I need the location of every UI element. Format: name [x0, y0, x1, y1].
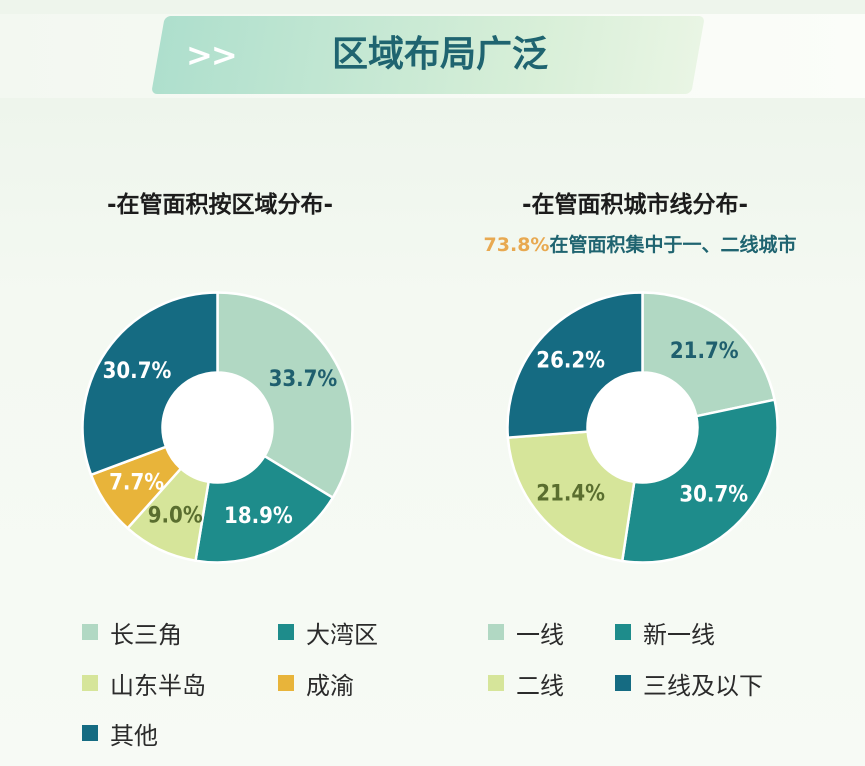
city-tier-legend-item-1: 新一线: [615, 615, 715, 649]
double-chevron-icon: >>: [186, 36, 238, 74]
city-tier-legend-swatch-1: [615, 624, 631, 640]
region-data-label-3: 7.7%: [109, 470, 164, 495]
region-legend-swatch-1: [278, 624, 294, 640]
city-tier-data-label-1: 30.7%: [679, 482, 748, 507]
region-legend-item-0: 长三角: [82, 615, 182, 649]
city-tier-legend-swatch-3: [615, 675, 631, 691]
region-data-label-0: 33.7%: [269, 367, 338, 392]
region-center-hole: [162, 372, 273, 483]
donut-chart-city-tier: 21.7% 30.7% 21.4% 26.2%: [506, 291, 779, 564]
city-tier-data-label-2: 21.4%: [536, 482, 605, 507]
city-tier-center-hole: [587, 372, 698, 483]
donut-chart-region: 33.7% 18.9% 9.0% 7.7% 30.7%: [81, 291, 354, 564]
city-tier-legend-swatch-0: [488, 624, 504, 640]
region-data-label-4: 30.7%: [103, 359, 172, 384]
region-legend-swatch-4: [82, 725, 98, 741]
city-tier-data-label-3: 26.2%: [536, 348, 605, 373]
chart-subtitle-city-tier: 73.8%在管面积集中于一、二线城市: [420, 230, 860, 260]
subtitle-text: 在管面积集中于一、二线城市: [549, 234, 797, 256]
city-tier-legend-item-0: 一线: [488, 615, 564, 649]
region-legend-swatch-3: [278, 675, 294, 691]
region-legend-label-1: 大湾区: [306, 620, 378, 649]
region-legend-item-4: 其他: [82, 716, 158, 750]
region-legend-swatch-0: [82, 624, 98, 640]
subtitle-highlight: 73.8%: [483, 234, 550, 256]
region-data-label-1: 18.9%: [224, 504, 293, 529]
region-legend-item-1: 大湾区: [278, 615, 378, 649]
region-legend-label-3: 成渝: [306, 671, 354, 700]
region-legend-item-2: 山东半岛: [82, 666, 206, 700]
city-tier-legend-item-2: 二线: [488, 666, 564, 700]
region-data-label-2: 9.0%: [148, 503, 203, 528]
city-tier-legend-swatch-2: [488, 675, 504, 691]
region-legend-label-4: 其他: [110, 721, 158, 750]
region-legend-swatch-2: [82, 675, 98, 691]
city-tier-legend-item-3: 三线及以下: [615, 666, 763, 700]
city-tier-legend-label-0: 一线: [516, 620, 564, 649]
region-legend-label-0: 长三角: [110, 620, 182, 649]
chart-title-city-tier: -在管面积城市线分布-: [521, 192, 749, 218]
city-tier-data-label-0: 21.7%: [670, 339, 739, 364]
city-tier-legend-label-2: 二线: [516, 671, 564, 700]
chart-title-region: -在管面积按区域分布-: [106, 192, 334, 218]
city-tier-legend-label-3: 三线及以下: [643, 671, 763, 700]
region-legend-label-2: 山东半岛: [110, 671, 206, 700]
city-tier-legend-label-1: 新一线: [643, 620, 715, 649]
region-legend-item-3: 成渝: [278, 666, 354, 700]
page-title: 区域布局广泛: [331, 34, 548, 75]
